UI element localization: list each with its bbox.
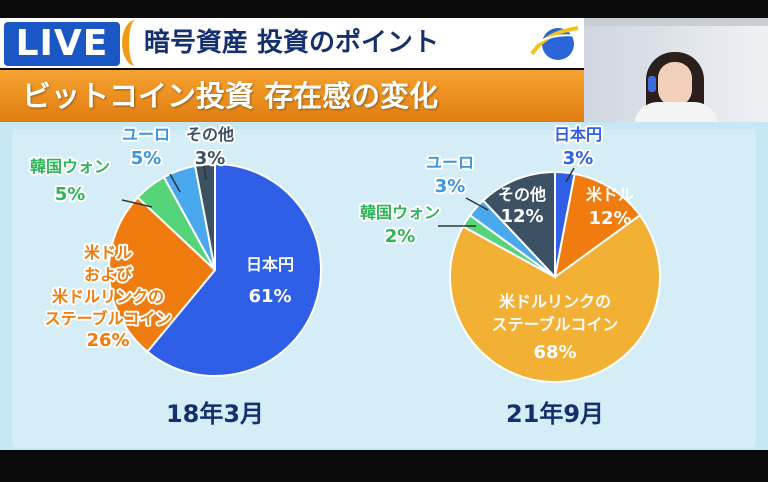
live-badge: LIVE xyxy=(4,22,120,66)
pie-charts: 日本円61%米ドルおよび米ドルリンクのステーブルコイン26%韓国ウォン5%ユーロ… xyxy=(28,123,661,428)
pie-slice xyxy=(146,162,322,377)
slice-name-label: 米ドルリンクの xyxy=(499,292,611,311)
slice-name-label: ステーブルコイン xyxy=(492,315,619,334)
slice-name-label: 日本円 xyxy=(554,125,602,144)
slice-value-label: 5% xyxy=(131,148,162,169)
slice-name-label: 韓国ウォン xyxy=(360,203,440,222)
leader-line xyxy=(121,199,153,208)
bottom-bar xyxy=(0,450,768,482)
globe-icon xyxy=(529,26,579,60)
slice-value-label: 68% xyxy=(533,342,576,363)
slice-value-label: 12% xyxy=(500,206,543,227)
slice-name-label: ステーブルコイン xyxy=(45,309,172,328)
leader-line xyxy=(465,197,489,211)
slice-value-label: 2% xyxy=(385,226,416,247)
slice-value-label: 3% xyxy=(195,148,226,169)
slice-name-label: 米ドルリンクの xyxy=(52,287,164,306)
pie-slice xyxy=(108,196,217,354)
pie-chart-title: 18年3月 xyxy=(166,400,264,428)
slice-name-label: ユーロ xyxy=(122,125,170,144)
pie-slice xyxy=(553,172,642,280)
slice-name-label: 日本円 xyxy=(246,255,294,274)
topic-title: 暗号資産 投資のポイント xyxy=(144,28,440,58)
slice-name-label: 韓国ウォン xyxy=(30,157,110,176)
pie-slice xyxy=(449,213,661,383)
slice-name-label: その他 xyxy=(498,185,546,204)
slice-name-label: 米ドル xyxy=(586,185,634,204)
slice-value-label: 12% xyxy=(588,208,631,229)
leader-line xyxy=(169,173,181,193)
pie-slice xyxy=(193,162,216,271)
slice-name-label: および xyxy=(84,265,133,284)
leader-line xyxy=(565,167,575,183)
pie-slice xyxy=(481,170,556,280)
pie-chart-title: 21年9月 xyxy=(506,400,604,428)
slice-value-label: 3% xyxy=(563,148,594,169)
video-topbar xyxy=(584,18,768,26)
orange-arc-decoration xyxy=(122,20,149,66)
slice-name-label: その他 xyxy=(186,125,234,144)
slice-name-label: 米ドル xyxy=(84,243,132,262)
headset-mic-icon xyxy=(648,76,656,92)
slice-value-label: 5% xyxy=(55,184,86,205)
slice-value-label: 26% xyxy=(86,330,129,351)
presenter-face xyxy=(658,62,692,106)
headline-bar xyxy=(0,70,584,122)
presenter-body xyxy=(634,102,718,122)
headline: ビットコイン投資 存在感の変化 xyxy=(22,79,439,113)
slice-value-label: 3% xyxy=(435,176,466,197)
video-feed xyxy=(584,18,768,122)
slice-value-label: 61% xyxy=(248,286,291,307)
slice-name-label: ユーロ xyxy=(426,153,474,172)
leader-line xyxy=(203,165,207,181)
